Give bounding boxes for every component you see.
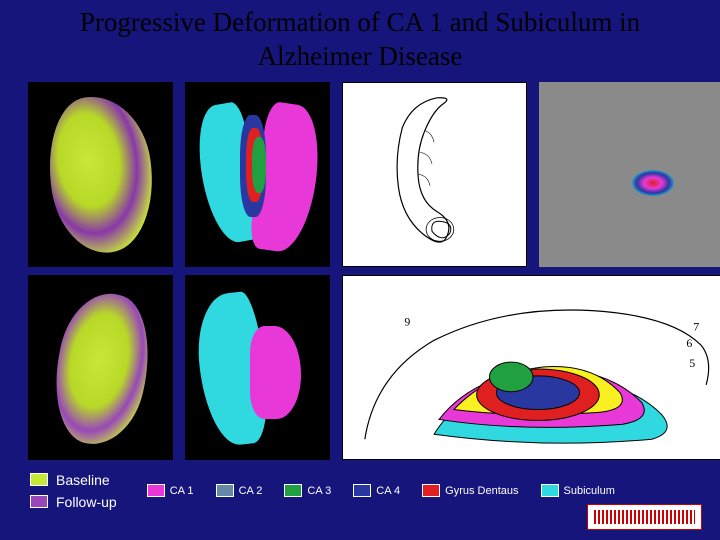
panel-baseline-surface-2 bbox=[28, 275, 173, 460]
panel-segmented-surface-2 bbox=[185, 275, 330, 460]
footer-logo bbox=[587, 504, 702, 530]
anatomical-curve-svg bbox=[343, 83, 526, 266]
swatch-gyrus bbox=[422, 484, 440, 497]
legend-followup: Follow-up bbox=[30, 494, 117, 510]
diagram-label-5: 5 bbox=[689, 356, 695, 370]
legend-ca2: CA 2 bbox=[216, 484, 263, 497]
legend: Baseline Follow-up CA 1 CA 2 CA 3 CA 4 G… bbox=[0, 460, 720, 510]
seg-ca1-2 bbox=[250, 326, 301, 419]
swatch-ca1 bbox=[147, 484, 165, 497]
panel-grid: 6 7 5 9 bbox=[0, 76, 720, 460]
legend-ca4: CA 4 bbox=[353, 484, 400, 497]
legend-ca1-label: CA 1 bbox=[170, 485, 194, 497]
legend-subiculum-label: Subiculum bbox=[564, 485, 615, 497]
swatch-baseline bbox=[30, 473, 48, 486]
hippocampus-surface-render bbox=[39, 90, 161, 260]
legend-ca3-label: CA 3 bbox=[307, 485, 331, 497]
diagram-label-9: 9 bbox=[404, 314, 410, 328]
legend-ca3: CA 3 bbox=[284, 484, 331, 497]
seg-ca3 bbox=[252, 137, 267, 193]
swatch-ca4 bbox=[353, 484, 371, 497]
title-line-2: Alzheimer Disease bbox=[258, 41, 463, 71]
slide-title: Progressive Deformation of CA 1 and Subi… bbox=[0, 0, 720, 76]
legend-ca4-label: CA 4 bbox=[376, 485, 400, 497]
legend-right-group: CA 1 CA 2 CA 3 CA 4 Gyrus Dentaus Subicu… bbox=[147, 484, 615, 497]
legend-ca2-label: CA 2 bbox=[239, 485, 263, 497]
legend-ca1: CA 1 bbox=[147, 484, 194, 497]
panel-baseline-surface-1 bbox=[28, 82, 173, 267]
swatch-subiculum bbox=[541, 484, 559, 497]
mri-hippocampus-overlay bbox=[632, 170, 674, 196]
legend-gyrus-label: Gyrus Dentaus bbox=[445, 485, 518, 497]
swatch-followup bbox=[30, 495, 48, 508]
anatomical-color-svg: 6 7 5 9 bbox=[343, 276, 720, 459]
diagram-label-7: 7 bbox=[693, 319, 699, 333]
hippocampus-surface-render-2 bbox=[42, 285, 161, 452]
legend-subiculum: Subiculum bbox=[541, 484, 615, 497]
diagram-label-6: 6 bbox=[686, 336, 692, 350]
panel-anatomical-color-diagram: 6 7 5 9 bbox=[342, 275, 720, 460]
legend-baseline: Baseline bbox=[30, 472, 117, 488]
legend-gyrus: Gyrus Dentaus bbox=[422, 484, 518, 497]
legend-left-group: Baseline Follow-up bbox=[30, 472, 117, 510]
panel-mri-slice bbox=[539, 82, 720, 267]
legend-followup-label: Follow-up bbox=[56, 494, 117, 510]
panel-anatomical-linedrawing bbox=[342, 82, 527, 267]
footer-logo-inner bbox=[594, 510, 696, 523]
panel-segmented-surface-1 bbox=[185, 82, 330, 267]
swatch-ca3 bbox=[284, 484, 302, 497]
swatch-ca2 bbox=[216, 484, 234, 497]
title-line-1: Progressive Deformation of CA 1 and Subi… bbox=[80, 7, 640, 37]
legend-baseline-label: Baseline bbox=[56, 472, 110, 488]
